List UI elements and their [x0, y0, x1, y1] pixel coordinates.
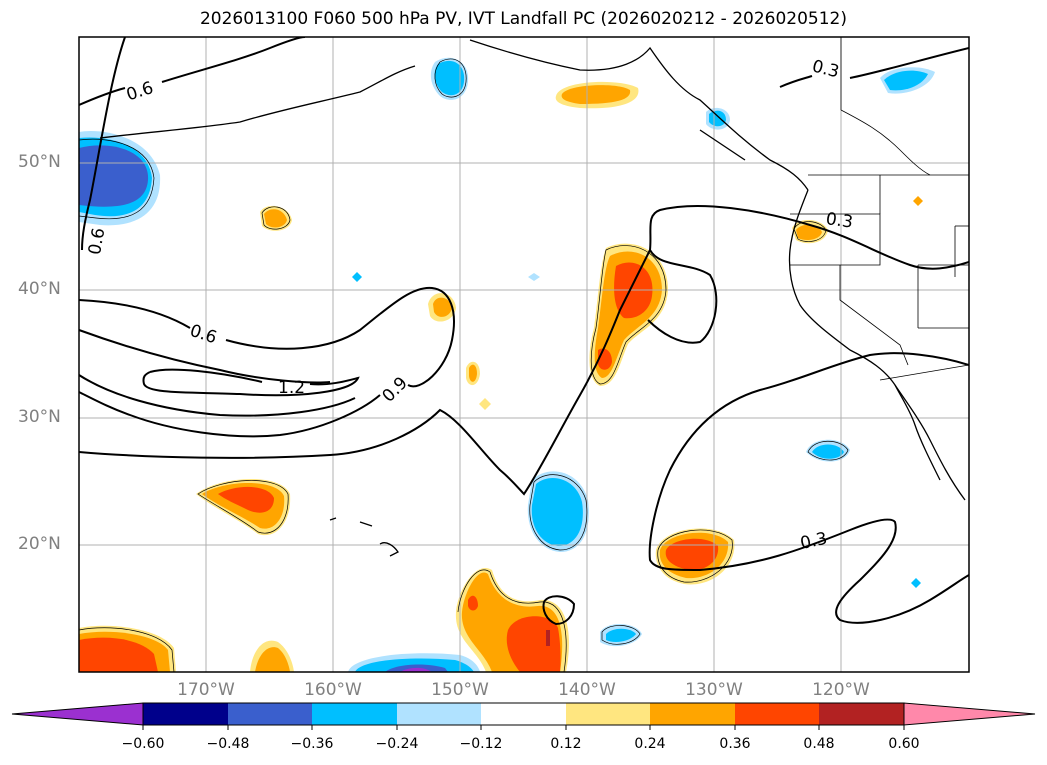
pos-anomaly-region [255, 647, 290, 672]
pos-anomaly-region [79, 637, 158, 672]
colorbar-tick-label: 0.12 [550, 736, 582, 752]
colorbar-tick-label: 0.48 [803, 736, 835, 752]
lat-label-50n: 50°N [18, 152, 61, 172]
neg-anomaly-region [911, 578, 921, 588]
contour-line [161, 37, 306, 83]
contour-line [79, 87, 126, 106]
neg-anomaly-region [400, 667, 432, 672]
pos-anomaly-region [796, 224, 822, 240]
colorbar-tick-label: 0.36 [719, 736, 751, 752]
map-plot-area: 0.6 0.6 0.6 1.2 0.9 0.3 0.3 0.3 [79, 37, 969, 672]
colorbar-bin [566, 703, 650, 725]
pv-contours [79, 37, 969, 626]
contour-label: 0.3 [825, 209, 855, 233]
colorbar-extend-high [903, 702, 1036, 726]
neg-anomaly-region [709, 110, 726, 127]
colorbar [11, 702, 1036, 730]
neg-anomaly-region [352, 272, 362, 282]
neg-anomaly-region [528, 273, 540, 281]
contour-line [142, 371, 360, 397]
colorbar-bin [228, 703, 312, 725]
lon-label-120w: 120°W [812, 680, 870, 700]
contour-line [79, 329, 331, 384]
pos-anomaly-region [468, 595, 478, 611]
colorbar-bin [735, 703, 819, 725]
pos-anomaly-region [665, 538, 719, 571]
coastlines [99, 39, 966, 557]
colorbar-bin [312, 703, 397, 725]
pos-anomaly-region [479, 398, 491, 410]
colorbar-bin [650, 703, 735, 725]
contour-line [225, 286, 455, 388]
contour-line [648, 352, 969, 624]
contour-line [849, 47, 969, 79]
neg-anomaly-region [531, 478, 583, 546]
pos-anomaly-region [913, 196, 923, 206]
lat-label-40n: 40°N [18, 279, 61, 299]
lon-label-160w: 160°W [304, 680, 362, 700]
map-frame [78, 36, 970, 673]
contour-line [149, 368, 263, 383]
lon-label-170w: 170°W [177, 680, 235, 700]
pos-anomaly-region [433, 297, 452, 317]
pos-anomaly-region [469, 364, 477, 382]
contour-line [779, 75, 813, 88]
contour-line [647, 249, 718, 344]
colorbar-bin [143, 703, 228, 725]
lat-label-20n: 20°N [18, 534, 61, 554]
colorbar-bin [481, 703, 566, 725]
colorbar-tick-label: −0.60 [121, 736, 165, 752]
pos-anomaly-region [561, 85, 631, 104]
colorbar-tick-label: −0.36 [290, 736, 334, 752]
neg-anomaly-region [434, 60, 465, 96]
colorbar-tick-label: −0.12 [459, 736, 503, 752]
colorbar-tick-label: 0.24 [634, 736, 666, 752]
colorbar-bin [819, 703, 904, 725]
contour-label: 0.6 [85, 226, 109, 256]
lon-label-140w: 140°W [558, 680, 616, 700]
contour-line [81, 37, 126, 251]
colorbar-tick-label: −0.24 [375, 736, 419, 752]
colorbar-extend-low [11, 702, 144, 726]
pv-shading [79, 57, 935, 672]
neg-anomaly-region [79, 145, 149, 207]
contour-label: 1.2 [278, 378, 305, 398]
contour-line [79, 205, 969, 496]
neg-anomaly-region [884, 70, 928, 91]
lon-label-130w: 130°W [685, 680, 743, 700]
pos-anomaly-region [218, 486, 274, 513]
lat-label-30n: 30°N [18, 407, 61, 427]
neg-anomaly-region [606, 628, 636, 642]
lat-lon-grid [79, 37, 969, 672]
pos-anomaly-region [506, 616, 561, 672]
colorbar-tick-label: −0.48 [206, 736, 250, 752]
lon-label-150w: 150°W [431, 680, 489, 700]
pos-anomaly-region [264, 209, 287, 228]
colorbar-tick-label: 0.60 [888, 736, 920, 752]
contour-line [79, 391, 381, 438]
contour-line [542, 595, 576, 626]
contour-line [79, 299, 191, 329]
neg-anomaly-region [812, 444, 844, 459]
pos-anomaly-region [546, 630, 550, 646]
map-title: 2026013100 F060 500 hPa PV, IVT Landfall… [199, 9, 847, 29]
contour-line [79, 374, 356, 417]
colorbar-bin [397, 703, 481, 725]
